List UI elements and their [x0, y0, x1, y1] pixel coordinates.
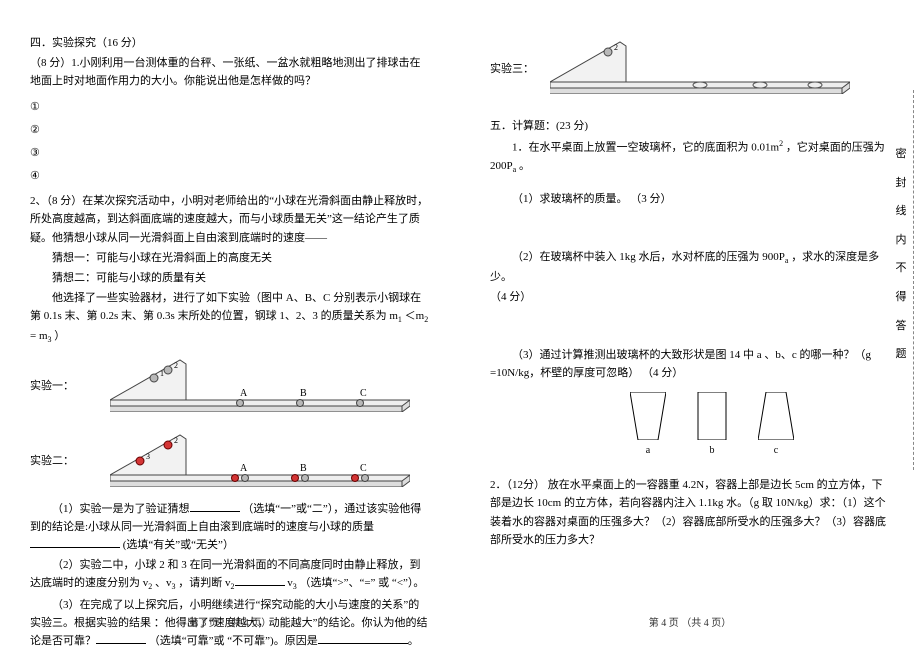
q2-a2e: （选填“>”、“=” 或 “<”）。	[300, 577, 425, 589]
svg-text:C: C	[360, 463, 367, 474]
r-q1-a1-t: （1）求玻璃杯的质量。	[512, 193, 628, 205]
cup-c: c	[758, 392, 794, 456]
q2-a2b: 、v	[155, 577, 172, 589]
r-q1-a2-t: （2）在玻璃杯中装入 1kg 水后，水对杯底的压强为 900P	[512, 251, 785, 263]
exp3-row: 实验三： 2	[490, 32, 890, 103]
r-q2-p1: 2．（12分） 放在水平桌面上的一容器重 4.2N，容器上部是边长 5cm 的立…	[490, 476, 890, 549]
margin-notes: 密 封 线 内 不 得 答 题	[894, 140, 908, 369]
svg-text:3: 3	[146, 452, 150, 461]
q2-p1: 2、（8 分）在某次探究活动中，小明对老师给出的“小球在光滑斜面由静止释放时，所…	[30, 192, 430, 246]
blank-3[interactable]	[235, 574, 285, 586]
r-q1-p1: 1．在水平桌面上放置一空玻璃杯，它的底面积为 0.01m2 ，它对桌面的压强为 …	[490, 137, 890, 176]
r-q1-a3-pts: （4 分）	[642, 367, 683, 379]
step-1: ①	[30, 100, 430, 113]
mn-5: 得	[894, 283, 908, 312]
q2-a2: （2）实验二中，小球 2 和 3 在同一光滑斜面的不同高度同时由静止释放，到达底…	[30, 556, 430, 594]
cup-c-label: c	[758, 445, 794, 456]
left-column: 四．实验探究（16 分） （8 分）1.小刚利用一台测体重的台秤、一张纸、一盆水…	[0, 0, 460, 637]
q2-p2: 他选择了一些实验器材，进行了如下实验（图中 A、B、C 分别表示小钢球在第 0.…	[30, 289, 430, 346]
q2-g2: 猜想二：可能与小球的质量有关	[30, 269, 430, 287]
right-column: 实验三： 2 五．计算题：(23 分) 1．在水平桌面上放置一空玻璃杯，它的底面…	[460, 0, 920, 637]
r-q1-a2-pts: （4 分）	[490, 288, 890, 306]
cup-b-label: b	[694, 445, 730, 456]
q2-p2c: = m	[30, 330, 48, 342]
right-footer: 第 4 页 （共 4 页）	[460, 614, 920, 629]
diag-A: A	[240, 388, 248, 399]
svg-text:1: 1	[160, 369, 164, 378]
q2-p2b: ＜m	[405, 310, 425, 322]
svg-text:2: 2	[614, 43, 618, 52]
blank-1[interactable]	[190, 500, 240, 512]
cup-a: a	[630, 392, 666, 456]
svg-text:A: A	[240, 463, 248, 474]
q2-a1: （1）实验一是为了验证猜想 （选填“一”或“二”），通过该实验他得到的结论是:小…	[30, 500, 430, 554]
exp2-row: 实验二： 3 2 A B C	[30, 425, 430, 496]
diag-B: B	[300, 388, 307, 399]
cup-a-label: a	[630, 445, 666, 456]
sec5-title: 五．计算题：(23 分)	[490, 117, 890, 133]
svg-text:2: 2	[174, 436, 178, 445]
r-q1-a1-pts: （3 分）	[630, 193, 671, 205]
diag-C: C	[360, 388, 367, 399]
cups-row: a b c	[630, 392, 890, 456]
sec4-title: 四．实验探究（16 分）	[30, 34, 430, 50]
left-footer: 第 3 页 （共 4 页）	[0, 614, 460, 629]
exp3-diagram: 2	[550, 38, 850, 97]
exp1-row: 实验一： 1 2 A B C	[30, 350, 430, 421]
exp1-diagram: 1 2 A B C	[110, 356, 410, 415]
mn-3: 内	[894, 226, 908, 255]
svg-text:2: 2	[174, 361, 178, 370]
exp3-label: 实验三：	[490, 60, 540, 76]
exp1-label: 实验一：	[30, 377, 80, 393]
blank-5[interactable]	[318, 632, 408, 644]
q2-p2a: 他选择了一些实验器材，进行了如下实验（图中 A、B、C 分别表示小钢球在第 0.…	[30, 292, 421, 322]
r-q1-a3: （3）通过计算推测出玻璃杯的大致形状是图 14 中 a 、b、c 的哪一种？（g…	[490, 346, 890, 382]
mn-7: 题	[894, 340, 908, 369]
margin-dash	[913, 90, 914, 470]
q2-g1: 猜想一：可能与小球在光滑斜面上的高度无关	[30, 249, 430, 267]
svg-text:B: B	[300, 463, 307, 474]
cup-b: b	[694, 392, 730, 456]
mn-0: 密	[894, 140, 908, 169]
step-4: ④	[30, 169, 430, 182]
mn-1: 封	[894, 169, 908, 198]
r-q1-p1c: 。	[519, 160, 530, 172]
blank-4[interactable]	[96, 632, 146, 644]
exp2-diagram: 3 2 A B C	[110, 431, 410, 490]
mn-4: 不	[894, 254, 908, 283]
page-container: 四．实验探究（16 分） （8 分）1.小刚利用一台测体重的台秤、一张纸、一盆水…	[0, 0, 920, 637]
mn-2: 线	[894, 197, 908, 226]
q2-a1c: (选填“有关”或“无关”）	[123, 539, 234, 551]
r-q1-a2: （2）在玻璃杯中装入 1kg 水后，水对杯底的压强为 900Pa ，求水的深度是…	[490, 248, 890, 286]
mn-6: 答	[894, 312, 908, 341]
q1-intro: （8 分）1.小刚利用一台测体重的台秤、一张纸、一盆水就粗略地测出了排球击在地面…	[30, 54, 430, 90]
r-q1-a1: （1）求玻璃杯的质量。 （3 分）	[490, 190, 890, 208]
q2-a2c: ，请判断 v	[178, 577, 230, 589]
q2-p2d: ）	[54, 330, 65, 342]
blank-2[interactable]	[30, 536, 120, 548]
r-q1-p1a: 1．在水平桌面上放置一空玻璃杯，它的底面积为 0.01m	[512, 142, 779, 154]
exp2-label: 实验二：	[30, 452, 80, 468]
step-3: ③	[30, 146, 430, 159]
q2-a1a: （1）实验一是为了验证猜想	[52, 503, 190, 515]
step-2: ②	[30, 123, 430, 136]
